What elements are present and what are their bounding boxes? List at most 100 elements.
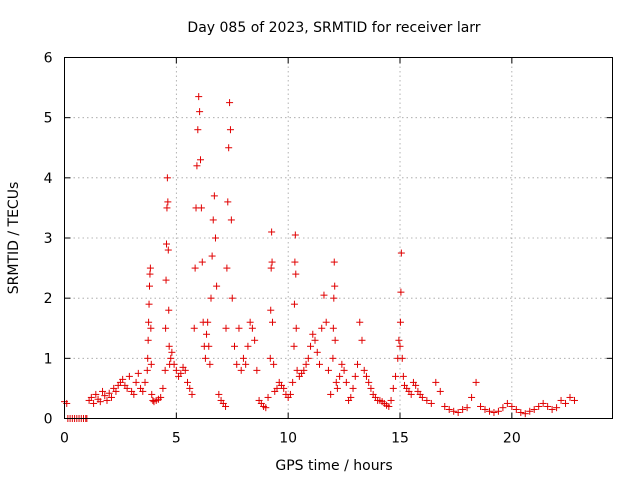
data-point	[389, 384, 397, 392]
data-point	[159, 384, 167, 392]
data-point	[454, 408, 462, 416]
data-point	[320, 291, 328, 299]
data-point	[336, 372, 344, 380]
data-point	[356, 318, 364, 326]
data-point	[141, 378, 149, 386]
data-point	[392, 372, 400, 380]
data-point	[203, 330, 211, 338]
data-point	[268, 258, 276, 266]
data-point	[318, 324, 326, 332]
data-point	[423, 396, 431, 404]
data-point	[147, 324, 155, 332]
data-point	[230, 342, 238, 350]
data-point	[289, 378, 297, 386]
data-point	[198, 258, 206, 266]
data-point	[145, 318, 153, 326]
data-point	[338, 360, 346, 368]
data-point	[90, 399, 98, 407]
data-point	[204, 318, 212, 326]
data-point	[269, 318, 277, 326]
data-point	[165, 306, 173, 314]
data-point	[264, 393, 272, 401]
data-point	[512, 405, 520, 413]
data-point	[107, 393, 115, 401]
data-point	[201, 354, 209, 362]
data-point	[313, 348, 321, 356]
data-point	[330, 258, 338, 266]
data-point	[105, 389, 113, 397]
data-point	[387, 396, 395, 404]
data-point	[329, 354, 337, 362]
data-point	[397, 288, 405, 296]
data-point	[267, 306, 275, 314]
data-point	[535, 402, 543, 410]
data-point	[280, 384, 288, 392]
data-point	[210, 192, 218, 200]
data-point	[268, 228, 276, 236]
data-point	[112, 387, 120, 395]
y-axis-label: SRMTID / TECUs	[6, 182, 22, 295]
data-point	[161, 366, 169, 374]
data-point	[322, 318, 330, 326]
data-point	[395, 336, 403, 344]
data-point	[242, 360, 250, 368]
data-point	[239, 354, 247, 362]
data-point	[570, 396, 578, 404]
data-point	[557, 396, 565, 404]
data-point	[246, 318, 254, 326]
data-point	[503, 399, 511, 407]
data-point	[157, 393, 165, 401]
data-point	[539, 399, 547, 407]
data-point	[196, 108, 204, 116]
data-point	[290, 300, 298, 308]
data-point	[143, 366, 151, 374]
data-point	[358, 336, 366, 344]
data-point	[211, 234, 219, 242]
x-tick-label: 15	[391, 431, 409, 447]
data-point	[548, 405, 556, 413]
data-point	[215, 390, 223, 398]
data-point	[508, 402, 516, 410]
data-point	[367, 384, 375, 392]
data-point	[123, 384, 131, 392]
data-point	[145, 300, 153, 308]
data-point	[494, 407, 502, 415]
data-point	[207, 294, 215, 302]
data-point	[307, 342, 315, 350]
data-point	[304, 354, 312, 362]
data-point	[418, 393, 426, 401]
data-point	[248, 324, 256, 332]
data-point	[181, 366, 189, 374]
data-point	[233, 360, 241, 368]
data-point	[225, 144, 233, 152]
data-point	[270, 360, 278, 368]
data-point	[477, 402, 485, 410]
data-point	[99, 387, 107, 395]
data-point	[399, 372, 407, 380]
data-point	[196, 156, 204, 164]
y-tick-label: 5	[44, 111, 53, 127]
y-tick-label: 0	[44, 412, 53, 428]
data-point	[330, 294, 338, 302]
data-point	[472, 378, 480, 386]
data-point	[566, 393, 574, 401]
data-point	[351, 372, 359, 380]
data-point	[146, 270, 154, 278]
data-point	[412, 381, 420, 389]
x-axis-label: GPS time / hours	[275, 458, 392, 474]
data-point	[194, 126, 202, 134]
data-point	[432, 378, 440, 386]
data-point	[349, 384, 357, 392]
data-point	[327, 390, 335, 398]
y-tick-label: 2	[44, 291, 53, 307]
data-point	[162, 324, 170, 332]
data-point	[332, 378, 340, 386]
data-point	[125, 372, 133, 380]
data-point	[324, 366, 332, 374]
chart-title: Day 085 of 2023, SRMTID for receiver lar…	[187, 20, 480, 36]
data-point	[309, 330, 317, 338]
data-point	[499, 404, 507, 412]
data-point	[273, 384, 281, 392]
data-point	[164, 246, 172, 254]
